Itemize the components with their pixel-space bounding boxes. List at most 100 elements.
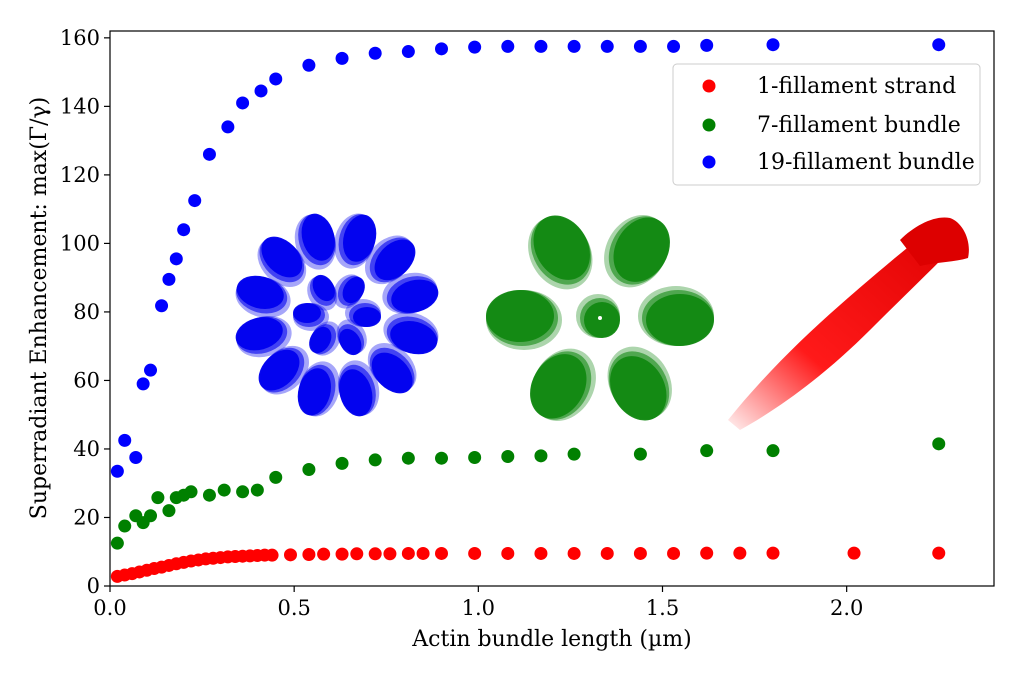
point-7-fillament-bundle bbox=[151, 491, 165, 505]
point-7-fillament-bundle bbox=[633, 447, 647, 461]
point-1-fillament-strand bbox=[335, 547, 349, 561]
point-1-fillament-strand bbox=[435, 546, 448, 560]
point-19-fillament-bundle bbox=[254, 84, 268, 98]
point-1-fillament-strand bbox=[600, 546, 614, 560]
point-1-fillament-strand bbox=[733, 546, 747, 560]
legend-marker-19-filament-bundle bbox=[702, 155, 716, 169]
point-19-fillament-bundle bbox=[368, 46, 382, 60]
point-7-fillament-bundle bbox=[700, 444, 714, 458]
point-19-fillament-bundle bbox=[118, 433, 132, 447]
y-axis-title: Superradiant Enhancement: max(Γ/γ) bbox=[27, 97, 52, 519]
x-tick-label: 0.0 bbox=[93, 596, 126, 620]
x-tick-label: 2.0 bbox=[830, 596, 863, 620]
point-19-fillament-bundle bbox=[188, 194, 202, 208]
point-19-fillament-bundle bbox=[144, 363, 158, 377]
point-1-fillament-strand bbox=[468, 546, 482, 560]
point-1-fillament-strand bbox=[766, 546, 780, 560]
point-19-fillament-bundle bbox=[302, 58, 316, 72]
point-1-fillament-strand bbox=[317, 547, 331, 561]
point-7-fillament-bundle bbox=[335, 456, 349, 470]
point-19-fillament-bundle bbox=[633, 39, 647, 53]
point-7-fillament-bundle bbox=[184, 485, 198, 499]
point-1-fillament-strand bbox=[383, 547, 397, 561]
point-19-fillament-bundle bbox=[129, 451, 143, 465]
point-19-fillament-bundle bbox=[534, 39, 548, 53]
point-19-fillament-bundle bbox=[335, 51, 349, 65]
point-1-fillament-strand bbox=[416, 546, 430, 560]
point-19-fillament-bundle bbox=[169, 252, 183, 266]
legend-label-1-filament-strand: 1-fillament strand bbox=[757, 74, 956, 99]
x-tick-label: 1.0 bbox=[462, 596, 495, 620]
point-7-fillament-bundle bbox=[567, 447, 581, 461]
y-tick-label: 60 bbox=[73, 368, 100, 392]
legend-marker-1-filament-strand bbox=[702, 79, 716, 93]
point-19-fillament-bundle bbox=[221, 120, 235, 134]
point-19-fillament-bundle bbox=[600, 39, 614, 53]
point-7-fillament-bundle bbox=[932, 437, 946, 451]
point-1-fillament-strand bbox=[265, 548, 279, 562]
point-1-fillament-strand bbox=[932, 546, 946, 560]
point-7-fillament-bundle bbox=[468, 451, 482, 465]
point-19-fillament-bundle bbox=[136, 377, 150, 391]
plot-area-frame bbox=[109, 30, 995, 587]
point-7-fillament-bundle bbox=[110, 536, 124, 550]
point-19-fillament-bundle bbox=[501, 39, 515, 53]
point-19-fillament-bundle bbox=[177, 223, 191, 237]
point-7-fillament-bundle bbox=[250, 483, 264, 497]
legend-label-19-filament-bundle: 19-fillament bundle bbox=[757, 150, 975, 175]
point-7-fillament-bundle bbox=[435, 451, 448, 465]
1-filament-strand-structure-illustration bbox=[728, 217, 969, 430]
point-19-fillament-bundle bbox=[162, 272, 176, 286]
point-19-fillament-bundle bbox=[766, 38, 780, 52]
x-axis: 0.0 0.5 1.0 1.5 2.0 bbox=[93, 586, 863, 620]
y-tick-label: 140 bbox=[60, 94, 100, 118]
y-tick-label: 160 bbox=[60, 26, 100, 50]
point-19-fillament-bundle bbox=[155, 299, 169, 313]
point-1-fillament-strand bbox=[501, 546, 515, 560]
point-7-fillament-bundle bbox=[766, 444, 780, 458]
point-1-fillament-strand bbox=[567, 546, 581, 560]
point-1-fillament-strand bbox=[302, 547, 316, 561]
point-7-fillament-bundle bbox=[144, 509, 158, 523]
y-tick-label: 100 bbox=[60, 231, 100, 255]
y-tick-label: 40 bbox=[73, 437, 100, 461]
point-19-fillament-bundle bbox=[700, 38, 714, 52]
point-1-fillament-strand bbox=[401, 546, 415, 560]
point-1-fillament-strand bbox=[700, 546, 714, 560]
legend-box bbox=[672, 63, 981, 186]
point-19-fillament-bundle bbox=[236, 96, 250, 110]
point-1-fillament-strand bbox=[350, 547, 364, 561]
point-7-fillament-bundle bbox=[202, 488, 216, 502]
x-tick-label: 0.5 bbox=[277, 596, 310, 620]
x-tick-label: 1.5 bbox=[646, 596, 679, 620]
point-7-fillament-bundle bbox=[236, 485, 250, 499]
point-1-fillament-strand bbox=[667, 546, 681, 560]
point-7-fillament-bundle bbox=[217, 483, 231, 497]
point-19-fillament-bundle bbox=[468, 40, 482, 54]
point-19-fillament-bundle bbox=[435, 42, 448, 56]
point-1-fillament-strand bbox=[283, 548, 297, 562]
legend-marker-7-filament-bundle bbox=[702, 118, 716, 132]
legend: 1-fillament strand 7-fillament bundle 19… bbox=[672, 63, 981, 186]
point-19-fillament-bundle bbox=[667, 39, 681, 53]
point-19-fillament-bundle bbox=[401, 45, 415, 59]
point-7-fillament-bundle bbox=[269, 470, 283, 484]
point-7-fillament-bundle bbox=[162, 504, 176, 518]
point-1-fillament-strand bbox=[534, 546, 548, 560]
point-19-fillament-bundle bbox=[567, 39, 581, 53]
7-filament-bundle-structure-illustration bbox=[486, 215, 714, 421]
point-7-fillament-bundle bbox=[501, 450, 515, 463]
legend-label-7-filament-bundle: 7-fillament bundle bbox=[757, 113, 961, 138]
y-tick-label: 120 bbox=[60, 163, 100, 187]
x-axis-title: Actin bundle length (µm) bbox=[411, 627, 691, 652]
point-19-fillament-bundle bbox=[269, 72, 283, 86]
point-7-fillament-bundle bbox=[302, 463, 316, 477]
point-7-fillament-bundle bbox=[118, 519, 132, 533]
point-19-fillament-bundle bbox=[110, 464, 124, 478]
y-axis: 0 20 40 60 80 100 120 140 160 bbox=[60, 26, 110, 598]
point-1-fillament-strand bbox=[847, 546, 861, 560]
point-7-fillament-bundle bbox=[534, 449, 548, 463]
y-tick-label: 20 bbox=[73, 505, 100, 529]
point-7-fillament-bundle bbox=[368, 453, 382, 467]
